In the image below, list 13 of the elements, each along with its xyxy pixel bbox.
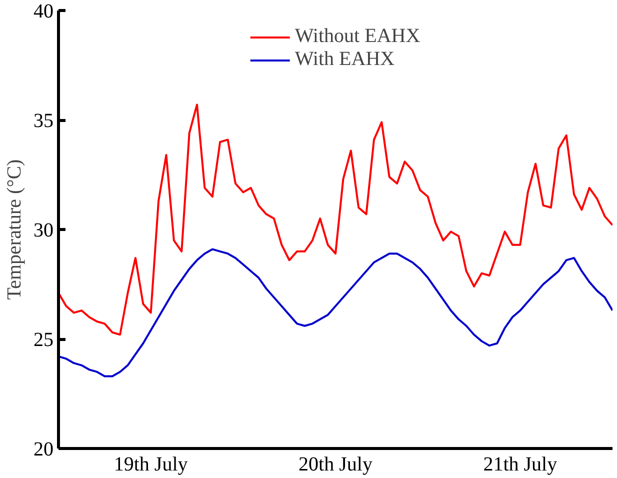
line-series <box>58 104 612 336</box>
y-tick-label: 40 <box>34 0 54 22</box>
line-series <box>58 248 612 378</box>
y-tick-label: 20 <box>34 438 54 460</box>
y-tick-label: 30 <box>34 220 54 242</box>
y-tick-label: 35 <box>34 110 54 132</box>
x-tick-label: 20th July <box>298 454 372 476</box>
y-tick-label: 25 <box>34 329 54 351</box>
x-tick-label: 19th July <box>114 454 188 476</box>
y-axis-title: Temperature (°C) <box>4 159 26 300</box>
legend-label: Without EAHX <box>294 25 420 48</box>
legend-label: With EAHX <box>294 48 395 71</box>
x-tick-label: 21th July <box>483 454 558 476</box>
